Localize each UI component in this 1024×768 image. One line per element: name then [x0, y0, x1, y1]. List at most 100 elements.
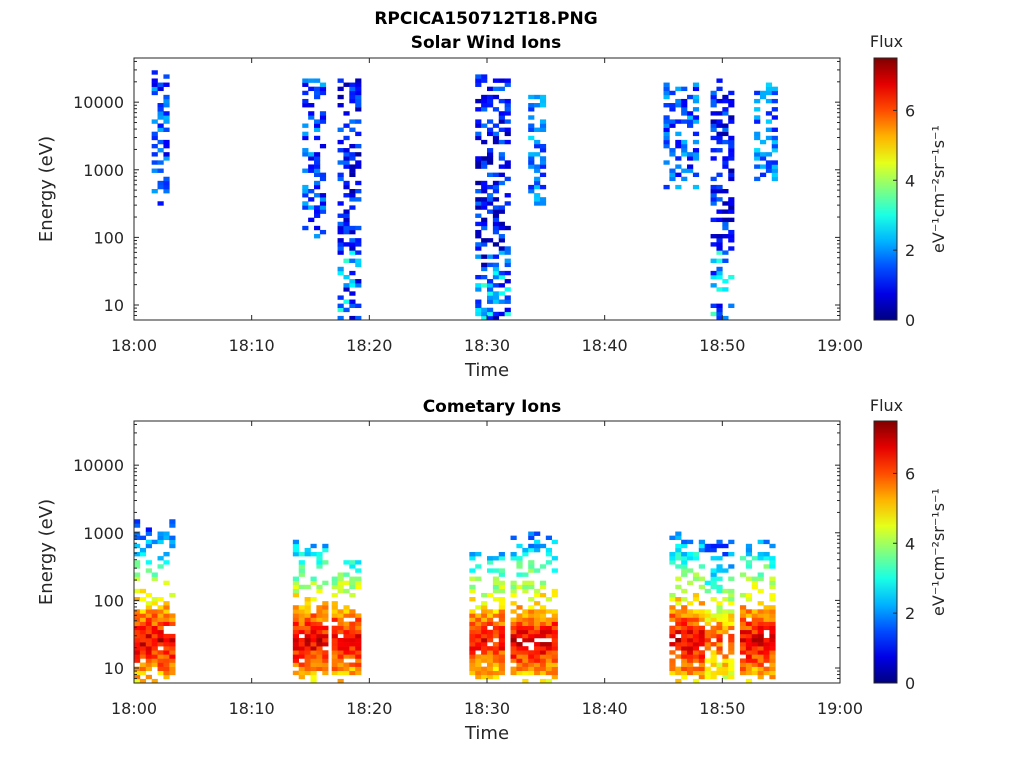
- flux-cell: [681, 629, 688, 635]
- flux-cell: [739, 572, 747, 577]
- flux-cell: [163, 609, 170, 614]
- flux-cell: [745, 678, 753, 684]
- flux-cell: [498, 291, 505, 296]
- flux-cell: [481, 254, 488, 259]
- flux-cell: [534, 670, 541, 676]
- flux-cell: [739, 613, 747, 618]
- flux-cell: [692, 556, 700, 561]
- flux-cell: [728, 90, 735, 96]
- flux-cell: [692, 621, 700, 626]
- flux-cell: [692, 172, 700, 178]
- flux-cell: [157, 621, 164, 626]
- flux-cell: [681, 597, 688, 602]
- flux-cell: [669, 172, 676, 178]
- flux-cell: [481, 621, 488, 626]
- flux-cell: [157, 597, 164, 602]
- flux-cell: [687, 552, 694, 557]
- flux-cell: [545, 650, 553, 655]
- flux-cell: [539, 625, 547, 631]
- flux-cell: [769, 580, 776, 586]
- flux-cell: [675, 576, 682, 581]
- flux-cell: [314, 127, 321, 132]
- flux-cell: [698, 617, 705, 622]
- flux-cell: [304, 584, 311, 590]
- flux-cell: [316, 658, 323, 663]
- flux-cell: [310, 580, 317, 586]
- flux-cell: [151, 621, 158, 626]
- flux-cell: [716, 131, 723, 137]
- flux-cell: [681, 650, 688, 655]
- flux-cell: [337, 221, 344, 227]
- flux-cell: [751, 625, 758, 631]
- flux-cell: [475, 254, 482, 259]
- flux-cell: [751, 642, 758, 647]
- flux-cell: [765, 135, 773, 141]
- flux-cell: [343, 572, 350, 577]
- flux-cell: [534, 633, 541, 639]
- flux-cell: [139, 621, 147, 626]
- flux-cell: [728, 168, 735, 173]
- flux-cell: [539, 666, 547, 672]
- flux-cell: [504, 262, 511, 268]
- flux-cell: [331, 625, 338, 631]
- flux-cell: [134, 597, 141, 602]
- flux-cell: [739, 650, 747, 655]
- flux-cell: [534, 642, 541, 647]
- flux-cell: [551, 568, 558, 573]
- flux-cell: [545, 535, 553, 541]
- flux-cell: [728, 115, 735, 120]
- flux-cell: [163, 115, 170, 120]
- flux-cell: [145, 531, 152, 536]
- flux-cell: [539, 621, 547, 626]
- flux-cell: [310, 658, 317, 663]
- flux-cell: [298, 666, 305, 672]
- flux-cell: [492, 180, 500, 186]
- flux-cell: [710, 274, 717, 280]
- flux-cell: [498, 666, 505, 672]
- flux-cell: [516, 666, 523, 672]
- flux-cell: [343, 209, 350, 214]
- flux-cell: [487, 670, 494, 676]
- flux-cell: [469, 629, 476, 635]
- flux-cell: [698, 629, 705, 635]
- flux-cell: [551, 650, 558, 655]
- flux-cell: [692, 94, 700, 100]
- flux-cell: [304, 642, 311, 647]
- flux-cell: [663, 131, 670, 137]
- flux-cell: [481, 217, 488, 223]
- flux-cell: [769, 609, 776, 614]
- flux-cell: [349, 225, 356, 231]
- flux-cell: [469, 633, 476, 639]
- flux-cell: [337, 613, 344, 618]
- flux-cell: [498, 209, 505, 214]
- flux-cell: [669, 168, 676, 173]
- flux-cell: [498, 205, 505, 210]
- flux-cell: [343, 646, 350, 651]
- flux-cell: [487, 160, 494, 165]
- flux-cell: [539, 94, 547, 100]
- flux-cell: [343, 82, 350, 87]
- flux-cell: [728, 139, 735, 145]
- flux-cell: [487, 287, 494, 292]
- colorbar-frame: [873, 57, 898, 321]
- flux-cell: [475, 633, 482, 639]
- flux-cell: [710, 580, 717, 586]
- flux-cell: [343, 221, 350, 227]
- flux-cell: [759, 94, 767, 100]
- flux-cell: [769, 646, 776, 651]
- flux-cell: [739, 658, 747, 663]
- flux-cell: [475, 642, 482, 647]
- flux-cell: [316, 552, 323, 557]
- flux-cell: [669, 625, 676, 631]
- flux-cell: [745, 564, 753, 569]
- flux-cell: [722, 123, 729, 128]
- flux-cell: [539, 201, 547, 206]
- flux-cell: [710, 568, 717, 573]
- flux-cell: [169, 617, 176, 622]
- flux-cell: [698, 666, 705, 672]
- flux-cell: [663, 139, 670, 145]
- flux-cell: [355, 315, 362, 321]
- flux-cell: [539, 592, 547, 598]
- flux-cell: [163, 111, 170, 116]
- flux-cell: [157, 670, 164, 676]
